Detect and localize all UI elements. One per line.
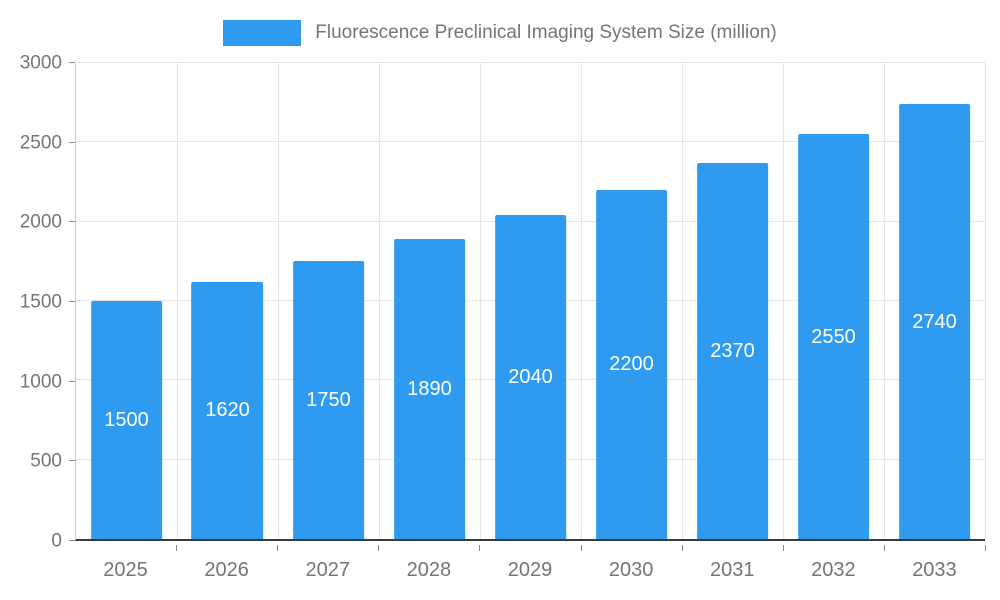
v-gridline [177,63,178,539]
x-tick-mark [985,545,986,551]
legend-label: Fluorescence Preclinical Imaging System … [315,22,777,43]
x-tick-mark [176,545,178,551]
v-gridline [581,63,582,539]
v-gridline [783,63,784,539]
y-tick-mark [69,460,75,462]
y-tick-label: 1000 [19,371,62,393]
y-tick-label: 2000 [19,211,62,233]
h-gridline [76,62,985,63]
bar: 1750 [292,261,365,539]
x-tick-label: 2032 [811,559,856,581]
x-tick-mark [378,545,380,551]
x-tick-mark [479,545,481,551]
x-tick-mark [782,545,784,551]
plot-area: 1500 1620 1750 1890 2040 2200 2370 2550 2740 [75,62,986,541]
x-tick-mark [681,545,683,551]
x-tick-label: 2030 [608,559,654,581]
chart-legend[interactable]: Fluorescence Preclinical Imaging System … [0,18,1000,48]
x-tick-label: 2028 [406,559,452,581]
x-tick-label: 2025 [103,559,148,581]
h-gridline [76,141,985,143]
x-tick-mark [580,545,582,551]
y-tick-label: 2500 [19,132,62,154]
bar-value-label: 2200 [609,353,654,376]
bar: 1890 [393,239,466,539]
x-tick-label: 2027 [305,559,351,581]
x-tick-label: 2033 [912,559,957,581]
y-tick-mark [69,221,75,223]
bar-value-label: 1500 [104,409,149,431]
y-tick-mark [69,62,75,63]
v-gridline [480,63,481,539]
x-tick-label: 2031 [709,559,755,581]
bar-value-label: 2550 [811,325,856,348]
legend-swatch-icon [223,20,302,46]
v-gridline [884,63,885,539]
bar: 2040 [494,215,567,539]
bar: 2200 [595,189,668,539]
bar-value-label: 2740 [912,310,957,333]
x-tick-label: 2029 [507,559,553,581]
v-gridline [681,63,683,539]
y-tick-label: 3000 [19,52,62,74]
x-axis: 2025 2026 2027 2028 2029 2030 2031 2032 2033 [75,545,986,590]
y-tick-label: 1500 [19,291,62,313]
v-gridline [278,63,279,539]
bar-value-label: 1620 [205,399,250,422]
bar: 2550 [797,134,870,539]
bar-value-label: 2040 [508,366,553,389]
y-tick-mark [69,141,75,143]
y-tick-label: 500 [30,450,62,472]
v-gridline [985,63,986,539]
bar: 2370 [696,162,769,539]
y-tick-mark [69,380,75,382]
bar: 1620 [191,281,264,539]
y-axis: 0 500 1000 1500 2000 2500 3000 [0,54,75,551]
bar: 2740 [898,104,971,539]
bar-value-label: 1890 [407,378,452,401]
x-tick-mark [277,545,279,551]
bar-value-label: 1750 [306,389,351,412]
bar-value-label: 2370 [710,339,755,362]
v-gridline [378,63,380,539]
x-tick-mark [883,545,885,551]
y-tick-label: 0 [51,530,62,552]
y-tick-mark [69,540,75,541]
bar: 1500 [90,301,163,539]
x-tick-label: 2026 [204,559,249,581]
y-tick-mark [69,301,75,302]
